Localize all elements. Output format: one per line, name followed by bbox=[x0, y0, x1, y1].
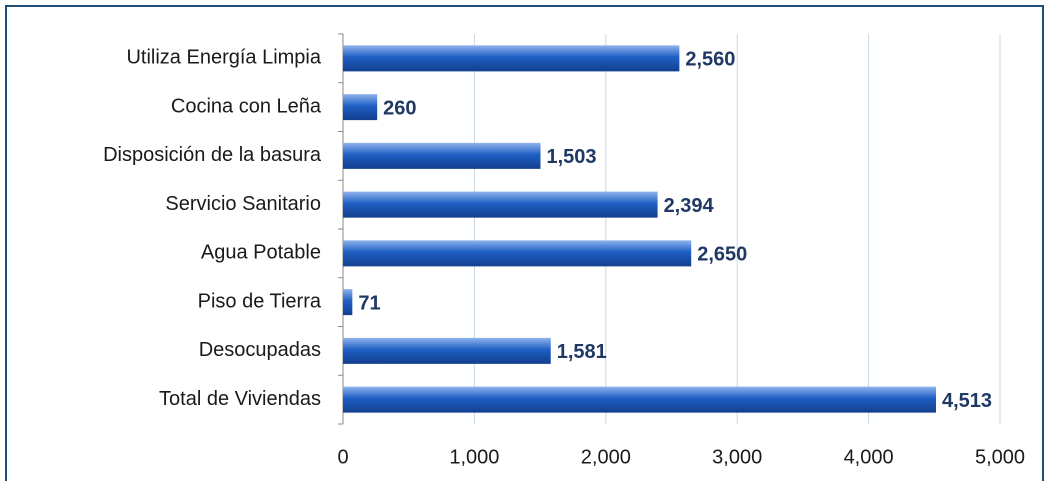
bar bbox=[343, 240, 692, 267]
y-tick-label: Agua Potable bbox=[201, 242, 321, 264]
bar bbox=[343, 142, 541, 169]
x-tick-label: 2,000 bbox=[581, 446, 631, 468]
y-tick-label: Cocina con Leña bbox=[171, 95, 322, 117]
y-tick-label: Total de Viviendas bbox=[159, 388, 321, 410]
value-label: 2,650 bbox=[697, 244, 747, 266]
bar bbox=[343, 386, 937, 413]
bar bbox=[343, 337, 551, 364]
bar bbox=[343, 94, 378, 121]
bar bbox=[343, 45, 680, 72]
y-tick-label: Desocupadas bbox=[199, 339, 321, 361]
bar bbox=[343, 191, 658, 218]
value-label: 260 bbox=[383, 97, 416, 119]
x-tick-label: 3,000 bbox=[712, 446, 762, 468]
x-tick-label: 1,000 bbox=[449, 446, 499, 468]
y-tick-label: Piso de Tierra bbox=[198, 290, 322, 312]
x-tick-label: 5,000 bbox=[975, 446, 1025, 468]
x-tick-label: 4,000 bbox=[844, 446, 894, 468]
x-tick-label: 0 bbox=[337, 446, 348, 468]
y-tick-label: Servicio Sanitario bbox=[165, 193, 321, 215]
value-label: 71 bbox=[358, 292, 380, 314]
bar bbox=[343, 289, 353, 316]
value-label: 2,394 bbox=[664, 195, 715, 217]
y-tick-label: Disposición de la basura bbox=[103, 144, 322, 166]
value-label: 2,560 bbox=[685, 49, 735, 71]
y-tick-label: Utiliza Energía Limpia bbox=[126, 47, 321, 69]
value-label: 1,503 bbox=[546, 146, 596, 168]
value-label: 1,581 bbox=[557, 341, 607, 363]
value-label: 4,513 bbox=[942, 390, 992, 412]
frame bbox=[5, 5, 1044, 481]
